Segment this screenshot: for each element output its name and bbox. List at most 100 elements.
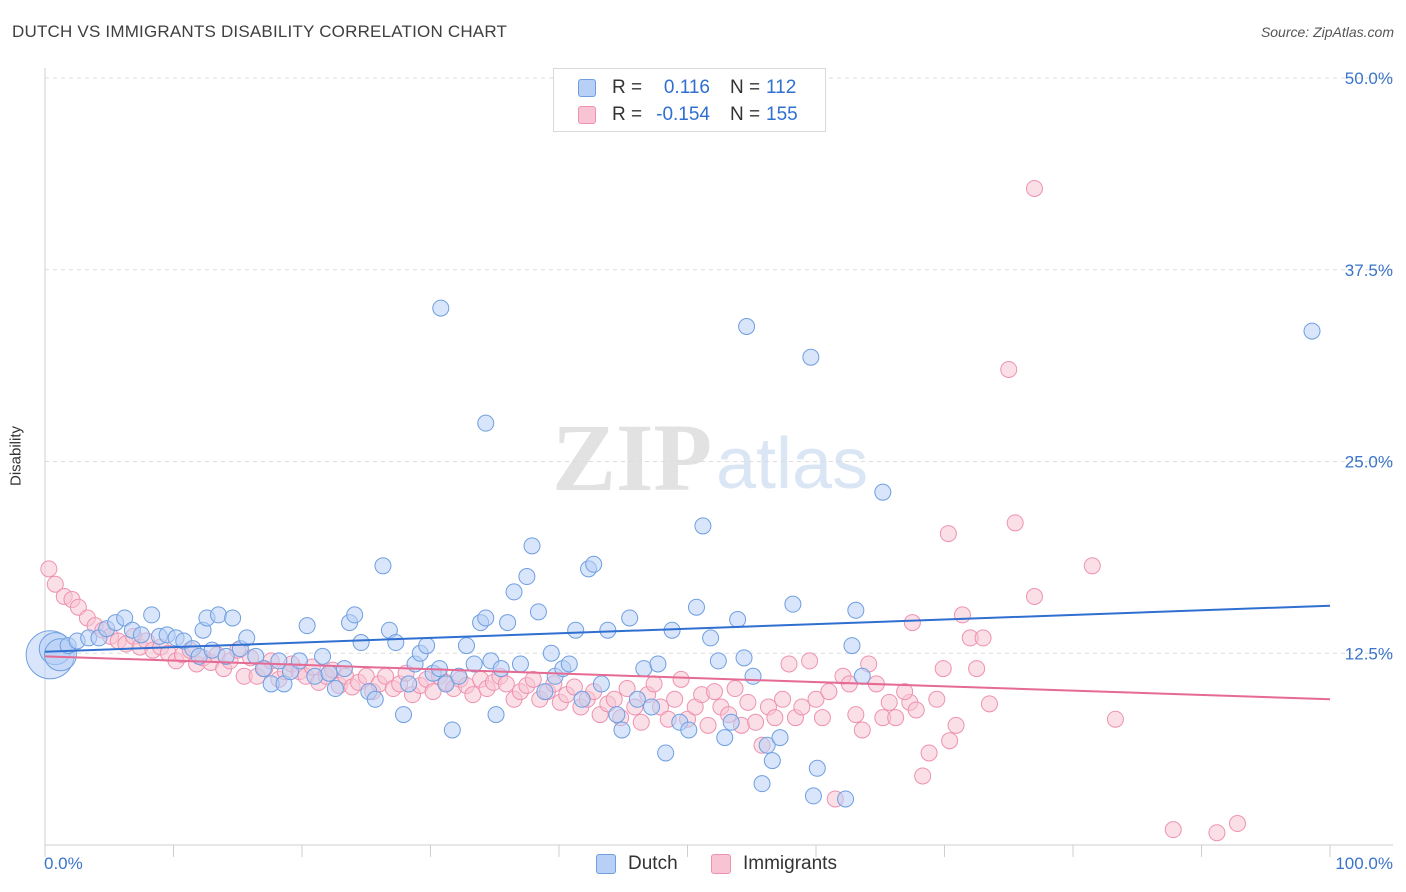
- dutch-point: [374, 557, 392, 575]
- dutch-point: [511, 655, 529, 673]
- immigrants-point: [903, 614, 921, 632]
- dutch-point: [132, 626, 150, 644]
- immigrants-point: [1208, 824, 1226, 842]
- dutch-point: [290, 652, 308, 670]
- immigrants-point: [907, 701, 925, 719]
- dutch-point: [238, 629, 256, 647]
- watermark-atlas: atlas: [716, 424, 868, 504]
- immigrants-point: [524, 670, 542, 688]
- dutch-point: [1303, 322, 1321, 340]
- immigrants-point: [645, 675, 663, 693]
- dutch-point: [477, 609, 495, 627]
- dutch-point: [209, 606, 227, 624]
- axes: [44, 68, 1393, 857]
- dutch-point: [298, 617, 316, 635]
- dutch-point: [443, 721, 461, 739]
- immigrants-point: [980, 695, 998, 713]
- dutch-point: [346, 606, 364, 624]
- immigrants-point: [953, 606, 971, 624]
- dutch-point: [518, 568, 536, 586]
- immigrants-point: [914, 767, 932, 785]
- y-tick-label: 37.5%: [1345, 261, 1393, 280]
- dutch-point: [635, 660, 653, 678]
- immigrants-point: [847, 706, 865, 724]
- immigrants-point: [1083, 557, 1101, 575]
- dutch-point: [687, 598, 705, 616]
- dutch-point: [613, 721, 631, 739]
- immigrants-point: [1025, 587, 1043, 605]
- immigrants-point: [1000, 360, 1018, 378]
- watermark-zip: ZIP: [552, 404, 712, 511]
- dutch-point: [499, 614, 517, 632]
- immigrants-point: [766, 709, 784, 727]
- dutch-point: [400, 675, 418, 693]
- immigrants-point: [605, 690, 623, 708]
- dutch-point: [585, 555, 603, 573]
- dutch-point: [744, 667, 762, 685]
- dutch-swatch: [578, 79, 596, 97]
- dutch-trend-line: [44, 604, 1331, 653]
- dutch-r-label: R =: [612, 77, 643, 98]
- immigrants-n-label: N =: [730, 104, 761, 125]
- immigrants-point: [666, 690, 684, 708]
- dutch-point: [457, 637, 475, 655]
- dutch-point: [621, 609, 639, 627]
- dutch-point: [523, 537, 541, 555]
- dutch-point: [702, 629, 720, 647]
- grid-lines: [45, 77, 1393, 654]
- dutch-point: [763, 752, 781, 770]
- dutch-n-value: 112: [766, 77, 797, 98]
- immigrants-swatch: [578, 106, 596, 124]
- immigrants-point: [1006, 514, 1024, 532]
- immigrants-point: [497, 675, 515, 693]
- immigrants-point: [632, 713, 650, 731]
- dutch-point: [465, 655, 483, 673]
- dutch-point: [437, 675, 455, 693]
- dutch-point: [874, 483, 892, 501]
- dutch-point: [847, 601, 865, 619]
- immigrants-point: [40, 560, 58, 578]
- dutch-point: [735, 649, 753, 667]
- chart-title: DUTCH VS IMMIGRANTS DISABILITY CORRELATI…: [12, 22, 508, 41]
- immigrants-point: [941, 732, 959, 750]
- immigrants-point: [46, 575, 64, 593]
- dutch-point: [306, 667, 324, 685]
- dutch-point: [771, 729, 789, 747]
- dutch-point: [592, 675, 610, 693]
- immigrants-legend-label: Immigrants: [743, 853, 837, 874]
- dutch-point: [529, 603, 547, 621]
- dutch-point: [722, 713, 740, 731]
- immigrants-point: [793, 698, 811, 716]
- immigrants-point: [705, 683, 723, 701]
- series-legend: Dutch Immigrants: [0, 853, 1406, 877]
- dutch-point: [432, 299, 450, 317]
- watermark: ZIP atlas: [552, 404, 868, 511]
- dutch-point: [450, 667, 468, 685]
- dutch-point: [224, 609, 242, 627]
- dutch-point: [505, 583, 523, 601]
- y-axis-label: Disability: [7, 425, 25, 487]
- dutch-point: [492, 660, 510, 678]
- immigrants-point: [699, 716, 717, 734]
- y-tick-label: 50.0%: [1345, 69, 1393, 88]
- dutch-point: [804, 787, 822, 805]
- dutch-point: [843, 637, 861, 655]
- immigrants-point: [672, 670, 690, 688]
- dutch-point: [599, 621, 617, 639]
- immigrants-point: [920, 744, 938, 762]
- immigrants-point: [1164, 821, 1182, 839]
- dutch-legend-swatch: [596, 854, 616, 874]
- dutch-point: [716, 729, 734, 747]
- dutch-point: [477, 414, 495, 432]
- immigrants-point: [1025, 179, 1043, 197]
- immigrants-point: [880, 693, 898, 711]
- immigrants-r-value: -0.154: [656, 104, 710, 125]
- immigrants-r-label: R =: [612, 104, 643, 125]
- dutch-point: [753, 775, 771, 793]
- dutch-point: [560, 655, 578, 673]
- immigrants-point: [896, 683, 914, 701]
- dutch-point: [536, 683, 554, 701]
- immigrants-trend-line: [44, 655, 1331, 701]
- dutch-point: [352, 634, 370, 652]
- dutch-point: [643, 698, 661, 716]
